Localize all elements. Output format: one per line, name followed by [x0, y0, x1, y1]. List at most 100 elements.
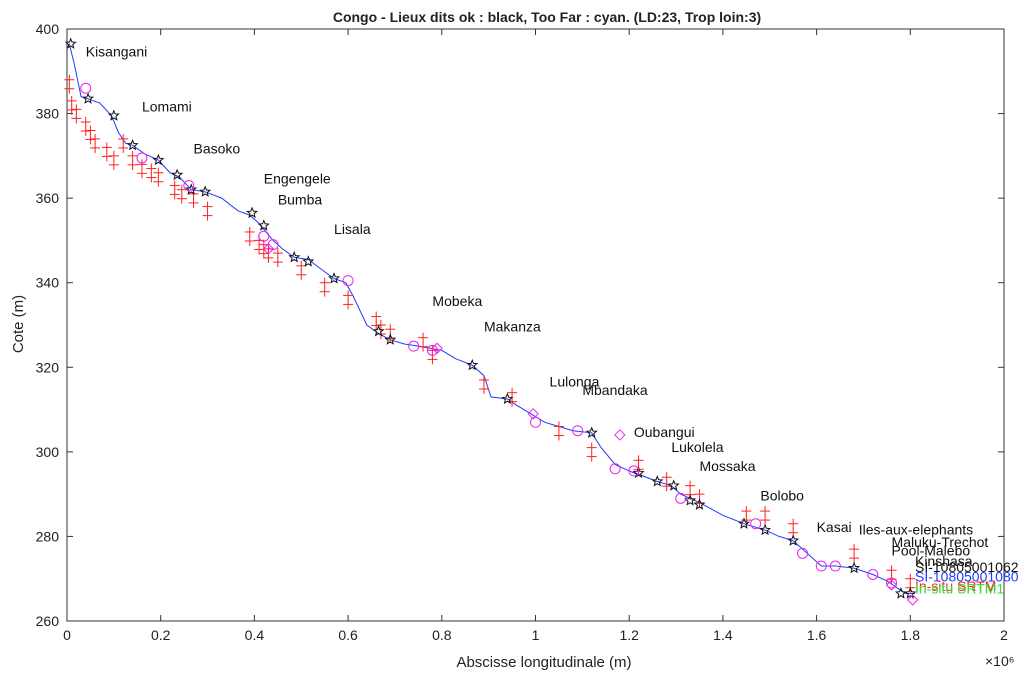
x-axis-multiplier: ×10⁶: [985, 653, 1015, 669]
red-plus-marker: [478, 374, 489, 394]
black-star-marker: [466, 358, 479, 371]
black-star-marker: [651, 475, 664, 487]
place-label: Kinshasa: [915, 553, 973, 569]
black-star-marker: [384, 333, 397, 345]
red-plus-marker: [661, 472, 672, 492]
black-star-marker: [585, 426, 598, 439]
legend-text: SI-10805001080: [915, 569, 1019, 585]
place-label: Oubangui: [634, 424, 695, 440]
magenta-circle-marker: [886, 577, 898, 589]
y-tick-label: 380: [36, 106, 60, 122]
place-label: Pool-Malebo: [892, 542, 971, 558]
x-tick-label: 0.4: [245, 627, 265, 643]
legend-text: In-situ SRTM: [915, 578, 996, 594]
place-label: Lomami: [142, 98, 192, 114]
chart-title: Congo - Lieux dits ok : black, Too Far :…: [333, 9, 761, 25]
place-label: Iles-aux-elephants: [859, 521, 973, 537]
red-plus-marker: [127, 150, 138, 170]
place-label: Mbandaka: [582, 382, 648, 398]
red-plus-marker: [586, 442, 597, 462]
black-star-marker: [171, 168, 184, 180]
magenta-circle-marker: [829, 560, 841, 572]
red-plus-marker: [169, 180, 180, 200]
place-label: Bolobo: [760, 487, 804, 503]
red-plus-marker: [296, 260, 307, 280]
black-star-marker: [185, 183, 198, 195]
red-plus-marker: [343, 290, 354, 310]
red-plus-marker: [80, 117, 91, 137]
black-star-marker: [152, 153, 165, 166]
magenta-diamond-marker: [906, 594, 919, 606]
red-plus-marker: [849, 544, 860, 564]
black-star-marker: [302, 255, 315, 267]
y-tick-label: 300: [36, 444, 60, 460]
black-star-marker: [126, 138, 139, 151]
x-tick-label: 1.4: [713, 627, 733, 643]
place-label: Basoko: [193, 141, 240, 157]
black-star-marker: [107, 109, 120, 121]
black-star-marker: [199, 185, 212, 197]
place-label: Lukolela: [671, 439, 723, 455]
place-label: Kasai: [817, 519, 852, 535]
y-tick-label: 360: [36, 190, 60, 206]
magenta-diamond-marker: [614, 429, 626, 441]
black-star-marker: [894, 587, 907, 599]
black-star-marker: [632, 466, 645, 479]
black-star-marker: [847, 561, 861, 574]
black-star-marker: [257, 219, 270, 231]
black-star-marker: [82, 92, 95, 104]
red-plus-marker: [64, 74, 75, 94]
magenta-diamond-marker: [527, 408, 539, 420]
black-star-marker: [245, 206, 259, 219]
black-star-marker: [787, 534, 800, 546]
black-star-marker: [759, 523, 772, 536]
place-label: Mobeka: [432, 293, 482, 309]
black-star-marker: [64, 37, 77, 49]
red-plus-marker: [418, 332, 429, 352]
magenta-diamond-marker: [431, 342, 443, 354]
black-star-marker: [328, 272, 341, 284]
magenta-circle-marker: [183, 179, 195, 191]
magenta-circle-marker: [258, 230, 270, 242]
red-plus-marker: [760, 506, 771, 526]
magenta-circle-marker: [342, 275, 354, 287]
red-plus-marker: [90, 133, 101, 153]
red-plus-marker: [371, 311, 382, 331]
black-star-marker: [667, 479, 680, 491]
red-plus-marker: [202, 201, 213, 221]
red-plus-marker: [319, 277, 330, 297]
black-star-marker: [684, 494, 697, 506]
x-tick-label: 0: [63, 627, 71, 643]
red-plus-marker: [153, 167, 164, 187]
magenta-circle-marker: [136, 152, 148, 164]
red-plus-marker: [244, 226, 255, 246]
x-tick-label: 1.8: [901, 627, 921, 643]
place-label: Kisangani: [86, 43, 147, 59]
magenta-circle-marker: [408, 340, 420, 352]
magenta-circle-marker: [628, 465, 640, 477]
place-label: Mossaka: [699, 458, 755, 474]
red-plus-marker: [71, 104, 82, 124]
red-plus-marker: [146, 163, 157, 183]
place-label: Lisala: [334, 221, 371, 237]
red-plus-marker: [427, 345, 438, 365]
legend-text: In-situ SRTM1: [915, 580, 1004, 596]
y-tick-label: 280: [36, 528, 60, 544]
magenta-diamond-marker: [885, 579, 898, 591]
red-plus-marker: [85, 125, 96, 145]
black-star-marker: [501, 392, 514, 405]
annotations-group: Kisangani Lomami Basoko Engengele Bumba Lisal…: [86, 43, 989, 569]
legend-text: SI-10805001062: [915, 559, 1019, 575]
black-star-marker: [904, 587, 917, 599]
red-plus-marker: [101, 142, 112, 162]
magenta-circle-marker: [675, 492, 687, 504]
red-plus-marker: [108, 150, 119, 170]
y-tick-label: 400: [36, 21, 60, 37]
place-label: Makanza: [484, 318, 541, 334]
black-star-marker: [693, 498, 706, 510]
x-tick-label: 1.6: [807, 627, 827, 643]
place-label: Bumba: [278, 191, 323, 207]
